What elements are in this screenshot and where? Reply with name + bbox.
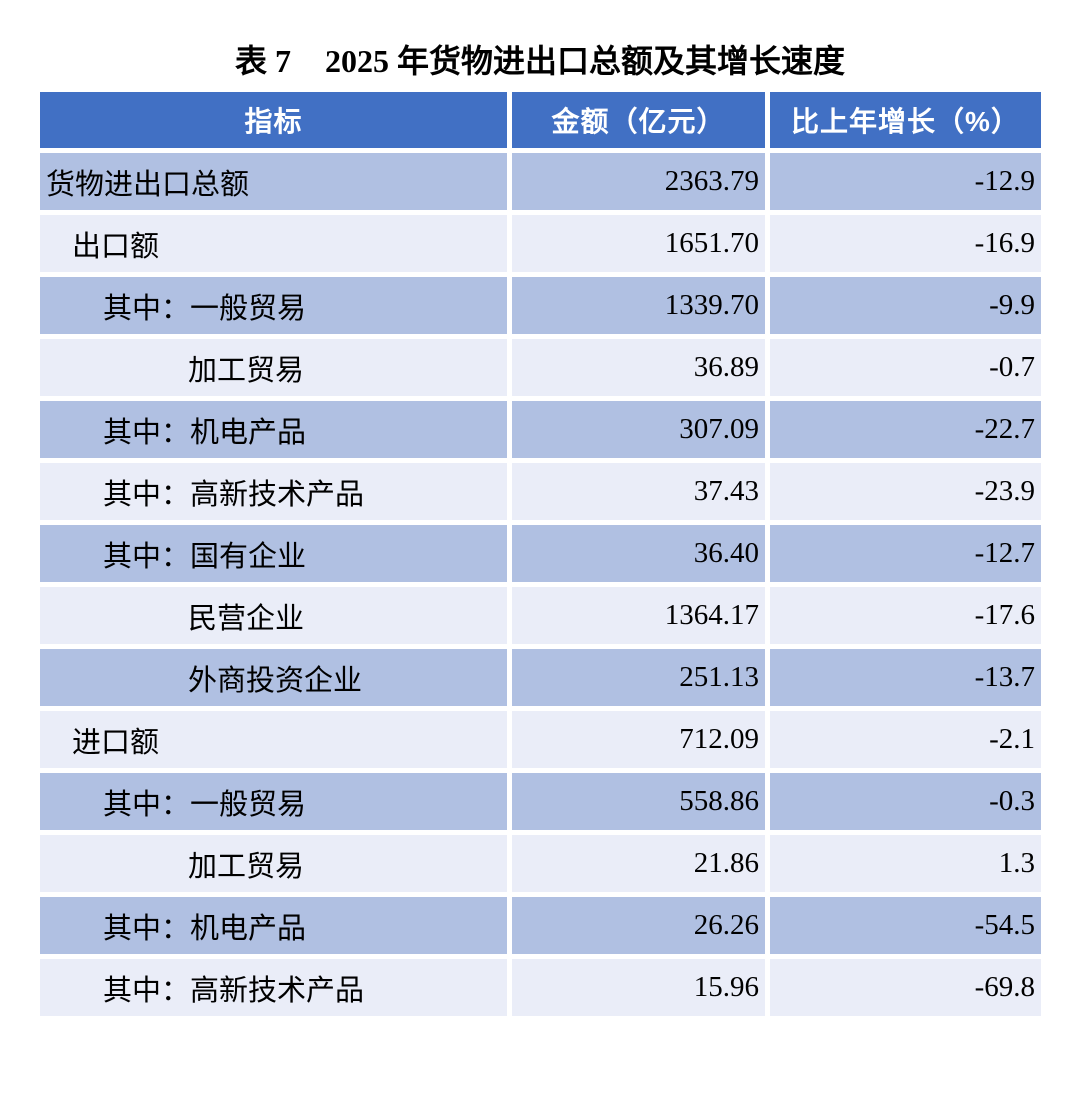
growth-cell: 1.3 bbox=[770, 835, 1041, 892]
amount-cell: 558.86 bbox=[512, 773, 765, 830]
amount-cell: 37.43 bbox=[512, 463, 765, 520]
growth-cell: -9.9 bbox=[770, 277, 1041, 334]
growth-cell: -54.5 bbox=[770, 897, 1041, 954]
table-header-row: 指标 金额（亿元） 比上年增长（%） bbox=[40, 92, 1041, 148]
amount-cell: 2363.79 bbox=[512, 153, 765, 210]
column-header-amount: 金额（亿元） bbox=[512, 92, 765, 148]
growth-cell: -69.8 bbox=[770, 959, 1041, 1016]
table-row: 加工贸易 36.89 -0.7 bbox=[40, 339, 1041, 396]
table-row: 进口额 712.09 -2.1 bbox=[40, 711, 1041, 768]
indicator-cell: 其中：一般贸易 bbox=[40, 277, 507, 334]
table-body: 货物进出口总额 2363.79 -12.9 出口额 1651.70 -16.9 … bbox=[40, 153, 1041, 1016]
growth-cell: -22.7 bbox=[770, 401, 1041, 458]
table-row: 加工贸易 21.86 1.3 bbox=[40, 835, 1041, 892]
growth-cell: -0.7 bbox=[770, 339, 1041, 396]
amount-cell: 36.40 bbox=[512, 525, 765, 582]
table-row: 民营企业 1364.17 -17.6 bbox=[40, 587, 1041, 644]
growth-cell: -12.9 bbox=[770, 153, 1041, 210]
growth-cell: -17.6 bbox=[770, 587, 1041, 644]
amount-cell: 307.09 bbox=[512, 401, 765, 458]
indicator-cell: 民营企业 bbox=[40, 587, 507, 644]
amount-cell: 26.26 bbox=[512, 897, 765, 954]
page-title: 表 7 2025 年货物进出口总额及其增长速度 bbox=[0, 44, 1080, 78]
indicator-cell: 其中：国有企业 bbox=[40, 525, 507, 582]
indicator-cell: 进口额 bbox=[40, 711, 507, 768]
import-export-table: 指标 金额（亿元） 比上年增长（%） 货物进出口总额 2363.79 -12.9… bbox=[35, 87, 1046, 1021]
amount-cell: 1364.17 bbox=[512, 587, 765, 644]
indicator-cell: 出口额 bbox=[40, 215, 507, 272]
indicator-cell: 其中：高新技术产品 bbox=[40, 463, 507, 520]
amount-cell: 15.96 bbox=[512, 959, 765, 1016]
table-row: 其中：高新技术产品 37.43 -23.9 bbox=[40, 463, 1041, 520]
table-row: 其中：一般贸易 1339.70 -9.9 bbox=[40, 277, 1041, 334]
growth-cell: -13.7 bbox=[770, 649, 1041, 706]
growth-cell: -12.7 bbox=[770, 525, 1041, 582]
indicator-cell: 其中：机电产品 bbox=[40, 897, 507, 954]
table-row: 出口额 1651.70 -16.9 bbox=[40, 215, 1041, 272]
indicator-cell: 其中：高新技术产品 bbox=[40, 959, 507, 1016]
amount-cell: 21.86 bbox=[512, 835, 765, 892]
amount-cell: 1339.70 bbox=[512, 277, 765, 334]
growth-cell: -2.1 bbox=[770, 711, 1041, 768]
growth-cell: -0.3 bbox=[770, 773, 1041, 830]
amount-cell: 712.09 bbox=[512, 711, 765, 768]
indicator-cell: 加工贸易 bbox=[40, 835, 507, 892]
table-row: 外商投资企业 251.13 -13.7 bbox=[40, 649, 1041, 706]
indicator-cell: 加工贸易 bbox=[40, 339, 507, 396]
table-number-label: 表 7 bbox=[234, 43, 291, 79]
table-row: 其中：机电产品 26.26 -54.5 bbox=[40, 897, 1041, 954]
table-row: 货物进出口总额 2363.79 -12.9 bbox=[40, 153, 1041, 210]
table-row: 其中：国有企业 36.40 -12.7 bbox=[40, 525, 1041, 582]
table-title-text: 2025 年货物进出口总额及其增长速度 bbox=[325, 43, 846, 79]
table-row: 其中：高新技术产品 15.96 -69.8 bbox=[40, 959, 1041, 1016]
column-header-indicator: 指标 bbox=[40, 92, 507, 148]
table-row: 其中：机电产品 307.09 -22.7 bbox=[40, 401, 1041, 458]
column-header-growth: 比上年增长（%） bbox=[770, 92, 1041, 148]
indicator-cell: 其中：一般贸易 bbox=[40, 773, 507, 830]
indicator-cell: 货物进出口总额 bbox=[40, 153, 507, 210]
growth-cell: -23.9 bbox=[770, 463, 1041, 520]
growth-cell: -16.9 bbox=[770, 215, 1041, 272]
table-row: 其中：一般贸易 558.86 -0.3 bbox=[40, 773, 1041, 830]
amount-cell: 251.13 bbox=[512, 649, 765, 706]
indicator-cell: 其中：机电产品 bbox=[40, 401, 507, 458]
amount-cell: 1651.70 bbox=[512, 215, 765, 272]
indicator-cell: 外商投资企业 bbox=[40, 649, 507, 706]
amount-cell: 36.89 bbox=[512, 339, 765, 396]
